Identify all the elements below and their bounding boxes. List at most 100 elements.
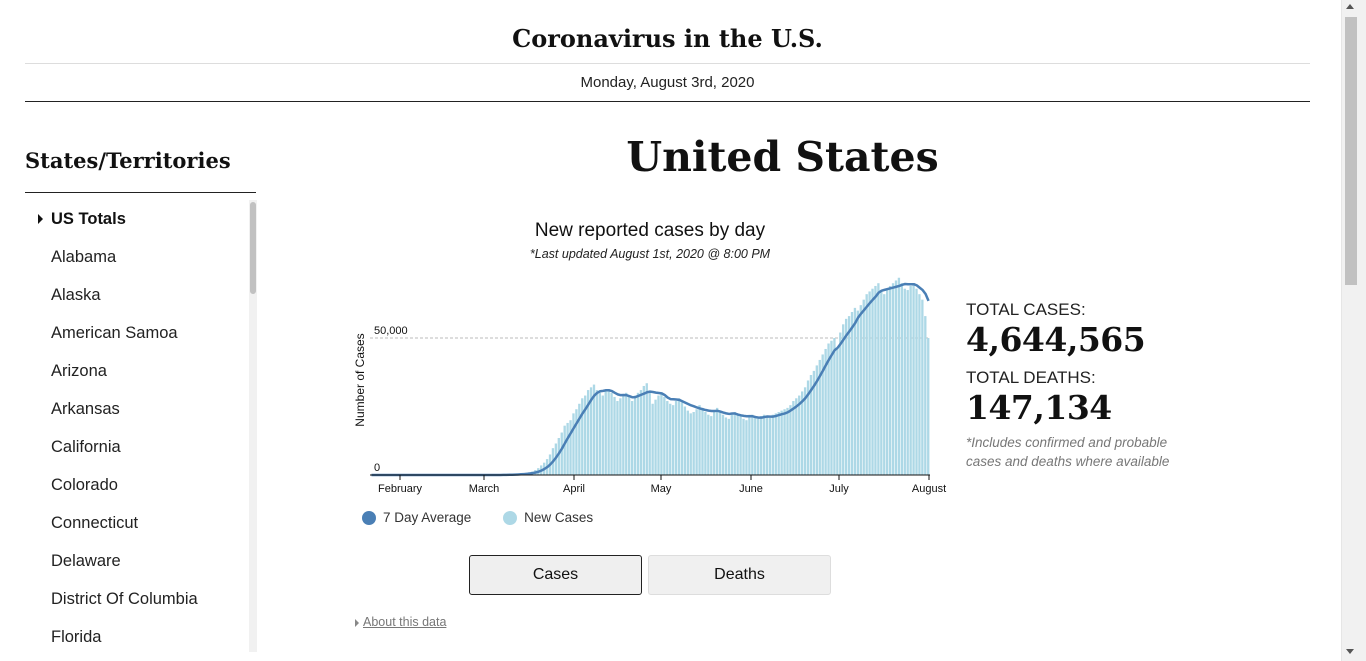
sidebar-item-label: Florida	[51, 628, 102, 646]
sidebar-item-colorado[interactable]: Colorado	[25, 466, 247, 504]
bar-new-cases	[625, 392, 628, 475]
deaths-button[interactable]: Deaths	[648, 555, 831, 595]
bar-new-cases	[853, 307, 857, 475]
bar-new-cases	[648, 392, 651, 475]
bar-new-cases	[803, 387, 807, 475]
bar-new-cases	[695, 409, 698, 475]
sidebar-item-us-totals[interactable]: US Totals	[25, 200, 247, 238]
bar-new-cases	[830, 340, 833, 475]
bar-new-cases	[595, 390, 599, 475]
state-list[interactable]: US Totals Alabama Alaska American Samoa Ariz…	[25, 200, 247, 652]
bar-new-cases	[592, 384, 596, 475]
bar-new-cases	[639, 390, 643, 475]
x-tick-label: March	[469, 483, 500, 495]
bar-new-cases	[581, 398, 584, 475]
chart-title: New reported cases by day	[534, 220, 766, 241]
sidebar-item-label: US Totals	[51, 210, 126, 228]
bar-new-cases	[886, 288, 889, 475]
bar-new-cases	[894, 280, 898, 475]
bar-new-cases	[888, 285, 892, 475]
bar-new-cases	[680, 402, 684, 475]
header-divider	[25, 63, 1310, 64]
sidebar-item-label: Arizona	[51, 362, 107, 380]
page-scroll-thumb[interactable]	[1345, 17, 1357, 285]
bar-new-cases	[569, 420, 572, 475]
sidebar-item-label: Connecticut	[51, 514, 139, 532]
chart-subtitle: *Last updated August 1st, 2020 @ 8:00 PM	[529, 247, 771, 261]
bar-new-cases	[671, 405, 675, 475]
bar-new-cases	[633, 395, 637, 475]
bar-new-cases	[713, 411, 716, 475]
bar-new-cases	[786, 407, 789, 475]
total-deaths-label: TOTAL DEATHS:	[966, 368, 1096, 387]
bar-new-cases	[636, 392, 640, 475]
bar-new-cases	[601, 395, 604, 475]
bar-new-cases	[821, 354, 824, 475]
sidebar-item-alaska[interactable]: Alaska	[25, 276, 247, 314]
bar-new-cases	[710, 416, 713, 475]
sidebar-item-florida[interactable]: Florida	[25, 618, 247, 652]
sidebar-item-alabama[interactable]: Alabama	[25, 238, 247, 276]
sidebar-item-arkansas[interactable]: Arkansas	[25, 390, 247, 428]
bar-new-cases	[660, 392, 663, 475]
bar-new-cases	[645, 383, 648, 475]
cases-chart: February March April May June July August 0 50,0…	[353, 277, 946, 495]
bar-new-cases	[721, 414, 725, 475]
sidebar-item-california[interactable]: California	[25, 428, 247, 466]
totals-panel: TOTAL CASES: 4,644,565 TOTAL DEATHS: 147…	[966, 300, 1206, 471]
sidebar-item-arizona[interactable]: Arizona	[25, 352, 247, 390]
bar-new-cases	[572, 413, 575, 475]
sidebar-item-district-of-columbia[interactable]: District Of Columbia	[25, 580, 247, 618]
bar-new-cases	[871, 288, 874, 475]
bar-new-cases	[715, 407, 719, 475]
sidebar-item-label: Arkansas	[51, 400, 120, 418]
caret-right-icon	[38, 214, 43, 224]
bar-new-cases	[847, 316, 851, 475]
bar-new-cases	[921, 299, 924, 475]
scroll-up-icon[interactable]	[1346, 4, 1354, 9]
bar-new-cases	[780, 410, 783, 475]
bar-new-cases	[622, 394, 625, 475]
site-title: Coronavirus in the U.S.	[512, 24, 823, 53]
sidebar-scroll-thumb[interactable]	[250, 202, 256, 294]
bar-new-cases	[651, 403, 654, 475]
x-tick-label: February	[378, 483, 423, 495]
sidebar-item-label: District Of Columbia	[51, 590, 198, 608]
bar-new-cases	[736, 414, 739, 475]
bar-new-cases	[839, 332, 842, 475]
bar-new-cases	[759, 416, 763, 475]
scroll-down-icon[interactable]	[1346, 649, 1354, 654]
bar-new-cases	[795, 398, 798, 475]
bar-new-cases	[666, 401, 669, 475]
bar-new-cases	[915, 288, 918, 475]
bar-new-cases	[724, 417, 728, 475]
bar-new-cases	[833, 338, 836, 475]
bar-new-cases	[613, 396, 616, 475]
bar-new-cases	[686, 410, 689, 475]
bar-new-cases	[874, 285, 877, 475]
sidebar-item-delaware[interactable]: Delaware	[25, 542, 247, 580]
bar-new-cases	[812, 370, 816, 475]
bar-new-cases	[586, 390, 590, 475]
bar-new-cases	[912, 283, 915, 475]
bar-new-cases	[630, 401, 634, 475]
sidebar-item-american-samoa[interactable]: American Samoa	[25, 314, 247, 352]
sidebar-scrollbar[interactable]	[249, 200, 257, 652]
bar-new-cases	[774, 413, 777, 475]
page-header: Coronavirus in the U.S. Monday, August 3…	[25, 0, 1310, 102]
bar-new-cases	[674, 401, 678, 475]
page-scrollbar[interactable]	[1341, 0, 1366, 661]
chart-legend: 7 Day Average New Cases	[362, 510, 621, 530]
cases-button[interactable]: Cases	[469, 555, 642, 595]
about-data-toggle[interactable]: About this data	[355, 615, 446, 629]
y-axis-label: Number of Cases	[353, 333, 367, 426]
bar-new-cases	[689, 413, 692, 475]
about-data-link[interactable]: About this data	[363, 615, 447, 629]
totals-note: *Includes confirmed and probable cases a…	[966, 435, 1170, 469]
bar-new-cases	[777, 411, 780, 475]
sidebar-item-connecticut[interactable]: Connecticut	[25, 504, 247, 542]
legend-item-new-cases: New Cases	[503, 510, 593, 525]
legend-average-dot	[362, 510, 376, 525]
bar-new-cases	[824, 348, 827, 475]
bar-new-cases	[654, 399, 657, 475]
